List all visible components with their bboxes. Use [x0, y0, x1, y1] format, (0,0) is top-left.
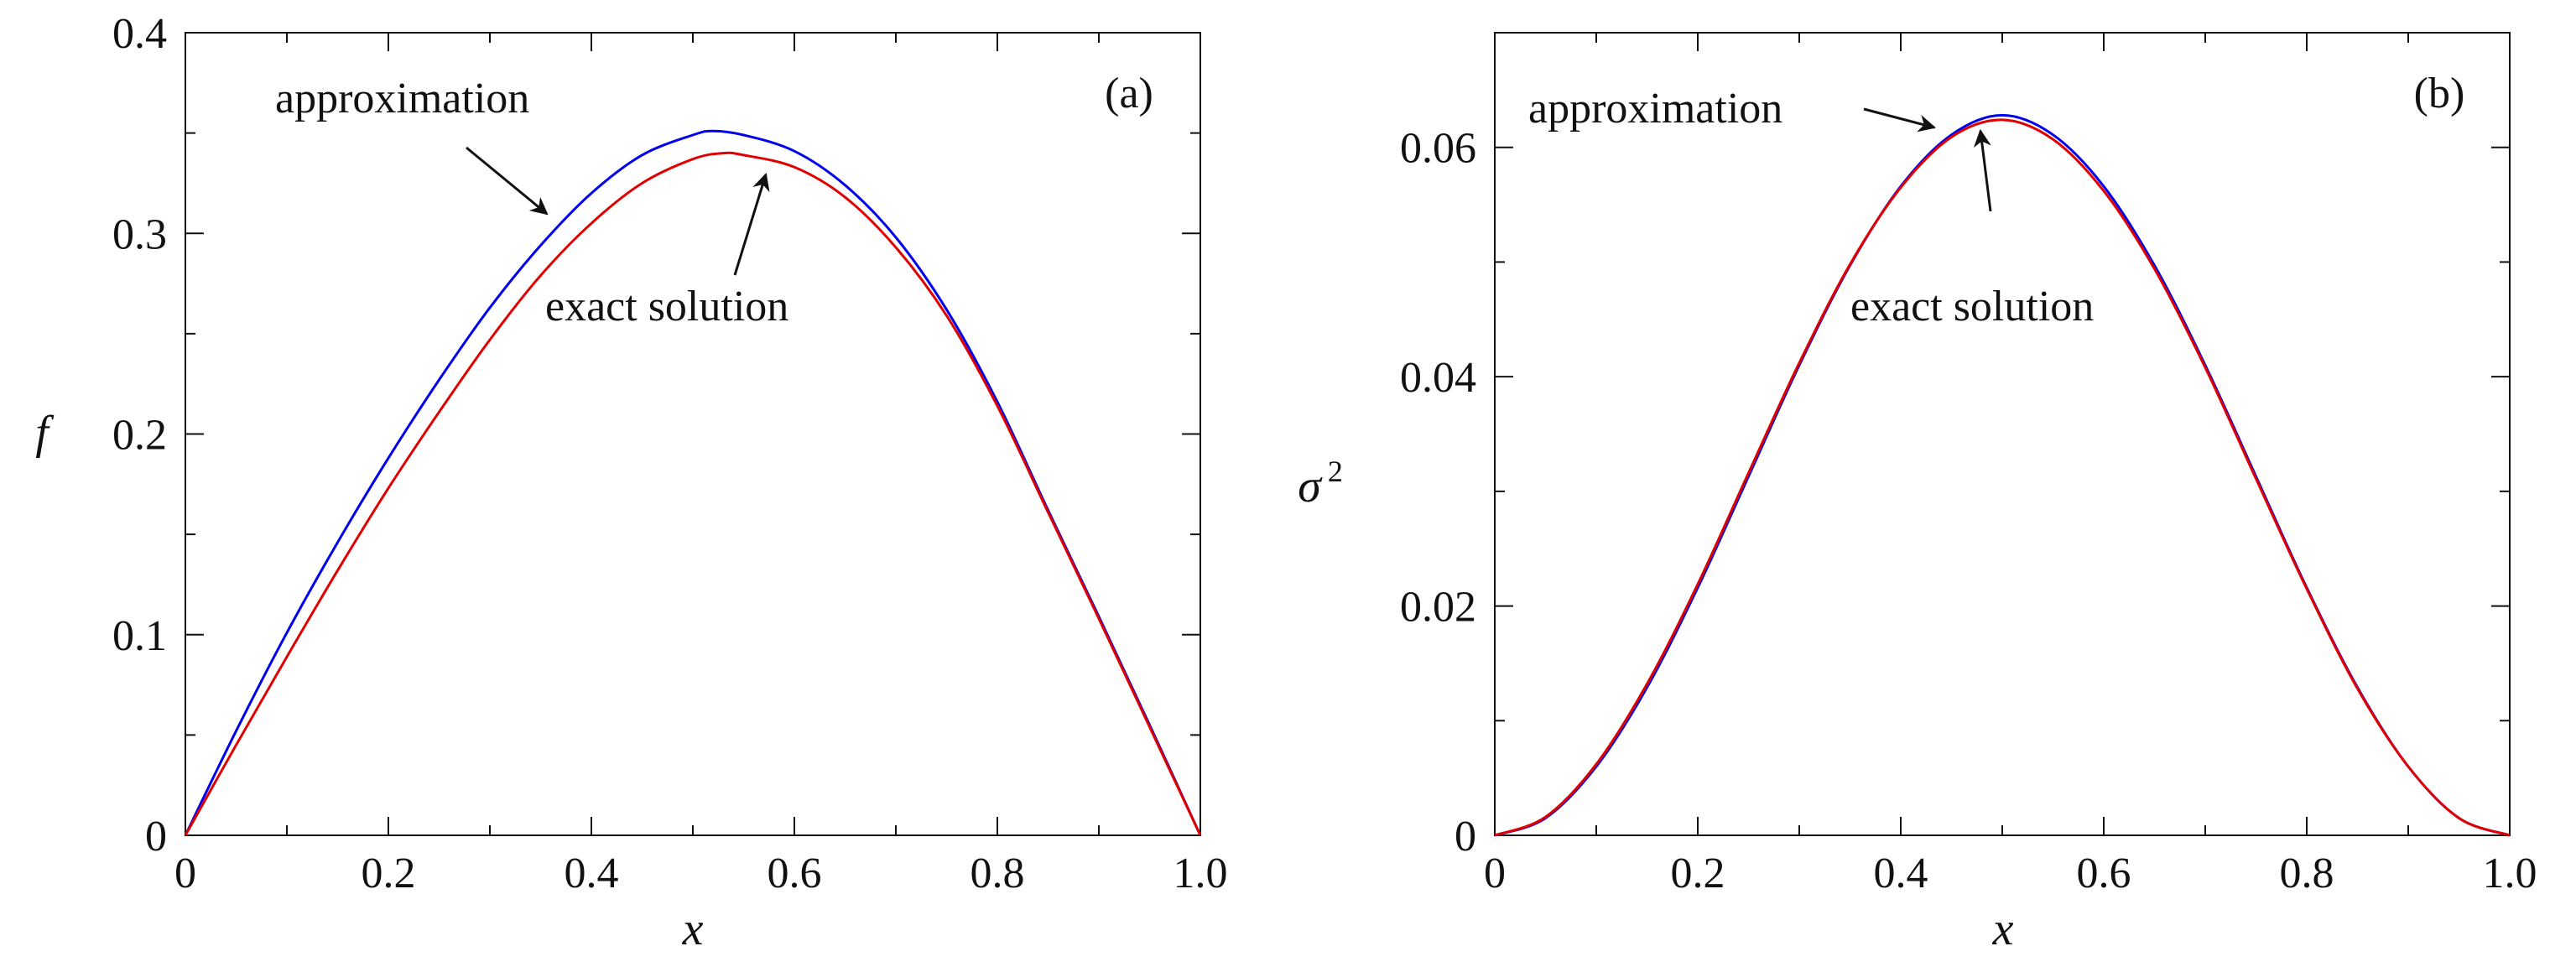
x-tick-label-b: 0: [1484, 850, 1506, 897]
y-tick-label-a: 0.2: [112, 412, 167, 460]
plot-frame-b: [1494, 32, 2511, 836]
series-line-exact-b: [1494, 118, 2511, 837]
y-tick-label-a: 0.3: [112, 211, 167, 258]
x-axis-title-a: x: [682, 903, 704, 955]
arrow-approximation-b: [1863, 107, 1937, 133]
y-axis-title-sigma: σ: [1298, 460, 1323, 512]
annotation-exact-a: exact solution: [545, 283, 788, 330]
x-tick-label-a: 0.4: [565, 850, 619, 897]
series-group-b: [1494, 113, 2511, 837]
x-tick-label-b: 0.4: [1874, 850, 1928, 897]
annotation-approximation-a: approximation: [275, 75, 529, 122]
ticks-b: 0 0.2 0.4 0.6 0.8 1.0 0 0.02 0.04 0.06: [1400, 32, 2537, 897]
y-axis-title-a: f: [35, 407, 55, 459]
x-tick-label-b: 1.0: [2483, 850, 2537, 897]
y-tick-label-a: 0.1: [112, 612, 167, 660]
x-tick-label-b: 0.2: [1671, 850, 1725, 897]
series-line-approximation-b: [1494, 113, 2511, 837]
series-group-a: [184, 129, 1202, 836]
y-tick-label-b: 0: [1455, 813, 1476, 860]
panel-label-a: (a): [1105, 70, 1153, 117]
arrow-exact-b: [1973, 128, 1992, 212]
x-tick-label-a: 0.2: [362, 850, 416, 897]
annotation-approximation-b: approximation: [1528, 85, 1782, 133]
y-tick-label-b: 0.02: [1400, 584, 1476, 632]
series-line-exact-a: [184, 151, 1202, 836]
x-tick-label-a: 1.0: [1174, 850, 1228, 897]
y-tick-label-b: 0.06: [1400, 125, 1476, 173]
panel-label-b: (b): [2414, 70, 2465, 117]
x-tick-label-a: 0.8: [971, 850, 1025, 897]
x-tick-label-a: 0.6: [768, 850, 822, 897]
ticks-a: 0 0.2 0.4 0.6 0.8 1.0 0 0.1 0.2 0.3 0.4: [112, 10, 1228, 897]
arrow-approximation-a: [466, 146, 549, 216]
x-axis-title-b: x: [1992, 903, 2014, 955]
y-tick-label-a: 0.4: [112, 10, 167, 58]
y-tick-label-b: 0.04: [1400, 354, 1476, 402]
x-tick-label-a: 0: [174, 850, 196, 897]
x-tick-label-b: 0.6: [2077, 850, 2131, 897]
plot-frame-a: [185, 32, 1201, 836]
x-tick-label-b: 0.8: [2280, 850, 2334, 897]
y-axis-title-superscript: 2: [1328, 455, 1343, 488]
arrow-exact-a: [733, 172, 770, 276]
y-tick-label-a: 0: [145, 813, 167, 860]
panel-a: 0 0.2 0.4 0.6 0.8 1.0 0 0.1 0.2 0.3 0.4 f x (a) ap…: [35, 10, 1227, 955]
series-line-approximation-a: [184, 129, 1202, 836]
annotation-exact-b: exact solution: [1850, 283, 2094, 330]
